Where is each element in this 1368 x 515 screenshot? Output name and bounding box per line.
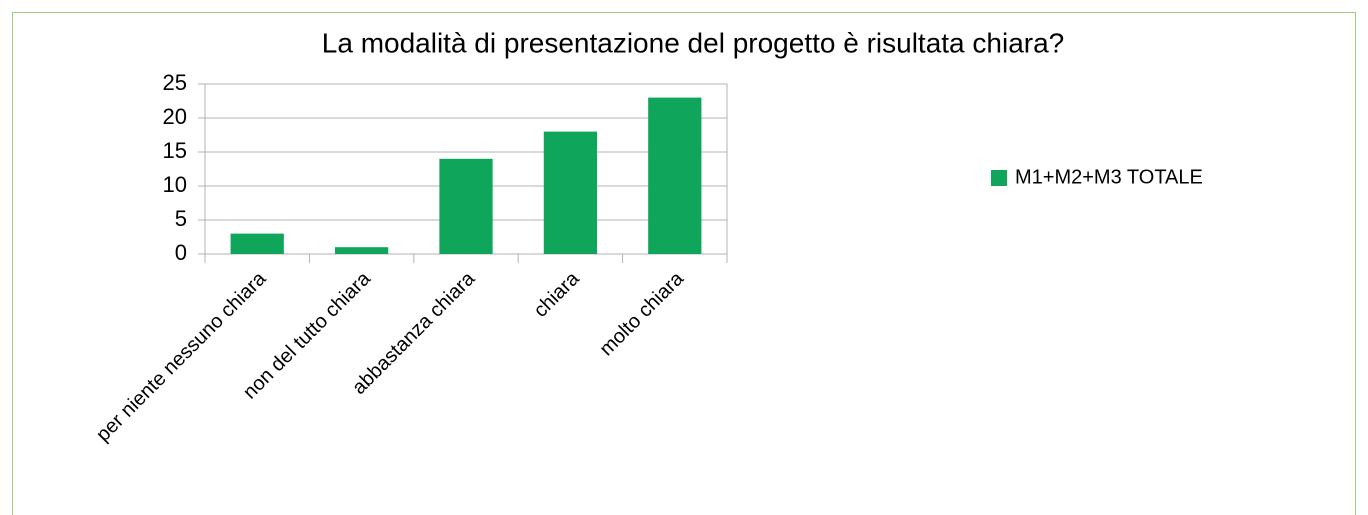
- x-tick-label: chiara: [530, 267, 585, 322]
- chart-border: [12, 12, 1356, 515]
- bar: [334, 247, 389, 254]
- y-tick-label: 15: [163, 138, 187, 163]
- y-tick-label: 5: [175, 206, 187, 231]
- y-tick-label: 0: [175, 240, 187, 265]
- legend-swatch: [991, 170, 1007, 186]
- bar: [439, 158, 493, 254]
- bar: [230, 233, 284, 254]
- y-tick-label: 10: [163, 172, 187, 197]
- bar: [648, 97, 702, 254]
- chart-title: La modalità di presentazione del progett…: [322, 27, 1064, 58]
- legend-label: M1+M2+M3 TOTALE: [1015, 166, 1203, 188]
- y-tick-label: 20: [163, 104, 187, 129]
- y-tick-label: 25: [163, 70, 187, 95]
- bar: [543, 131, 598, 254]
- x-tick-label: per niente nessuno chiara: [92, 267, 271, 446]
- x-tick-label: molto chiara: [595, 267, 688, 360]
